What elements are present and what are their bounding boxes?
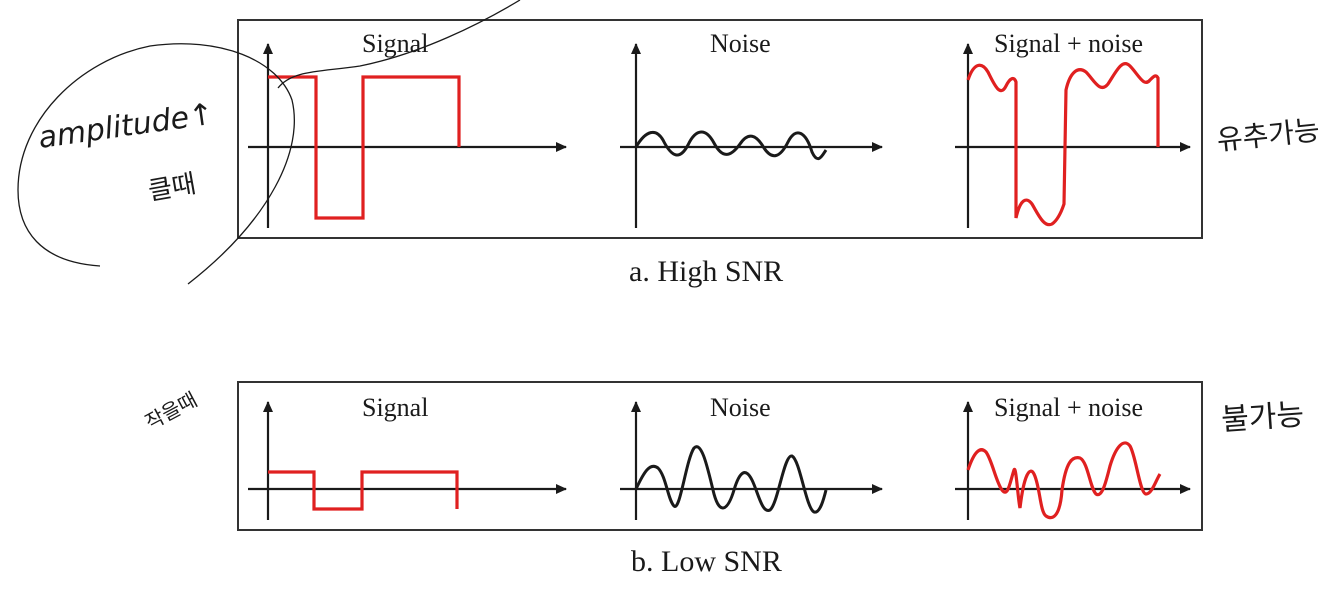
low-snr-caption: b. Low SNR xyxy=(631,545,782,578)
note-not-possible: 불가능 xyxy=(1220,397,1305,438)
high-noise-wave xyxy=(636,132,826,159)
high-sum-plot: Signal + noise xyxy=(955,29,1190,228)
handwritten-annotations: amplitude↑ 클때 유추가능 작을때 불가능 xyxy=(18,0,1321,438)
circle-stroke xyxy=(18,44,294,284)
high-signal-label: Signal xyxy=(362,29,428,58)
panel-low-snr: Signal Noise Signal + noise b. Low SNR xyxy=(238,382,1202,578)
note-when-large: 클때 xyxy=(146,169,198,207)
note-recoverable: 유추가능 xyxy=(1215,113,1321,157)
high-sum-label: Signal + noise xyxy=(994,29,1143,58)
high-snr-caption: a. High SNR xyxy=(629,255,783,288)
low-noise-wave xyxy=(636,447,826,512)
low-sum-label: Signal + noise xyxy=(994,393,1143,422)
high-noise-label: Noise xyxy=(710,29,771,58)
low-signal-label: Signal xyxy=(362,393,428,422)
high-sum-wave xyxy=(968,64,1158,225)
low-sum-wave xyxy=(968,443,1160,518)
high-noise-plot: Noise xyxy=(620,29,882,228)
low-signal-wave xyxy=(268,472,457,509)
low-signal-plot: Signal xyxy=(248,393,566,520)
note-when-small: 작을때 xyxy=(141,387,201,434)
low-noise-plot: Noise xyxy=(620,393,882,520)
low-noise-label: Noise xyxy=(710,393,771,422)
low-sum-plot: Signal + noise xyxy=(955,393,1190,520)
high-signal-plot: Signal xyxy=(248,29,566,228)
note-amplitude: amplitude↑ xyxy=(36,97,216,156)
